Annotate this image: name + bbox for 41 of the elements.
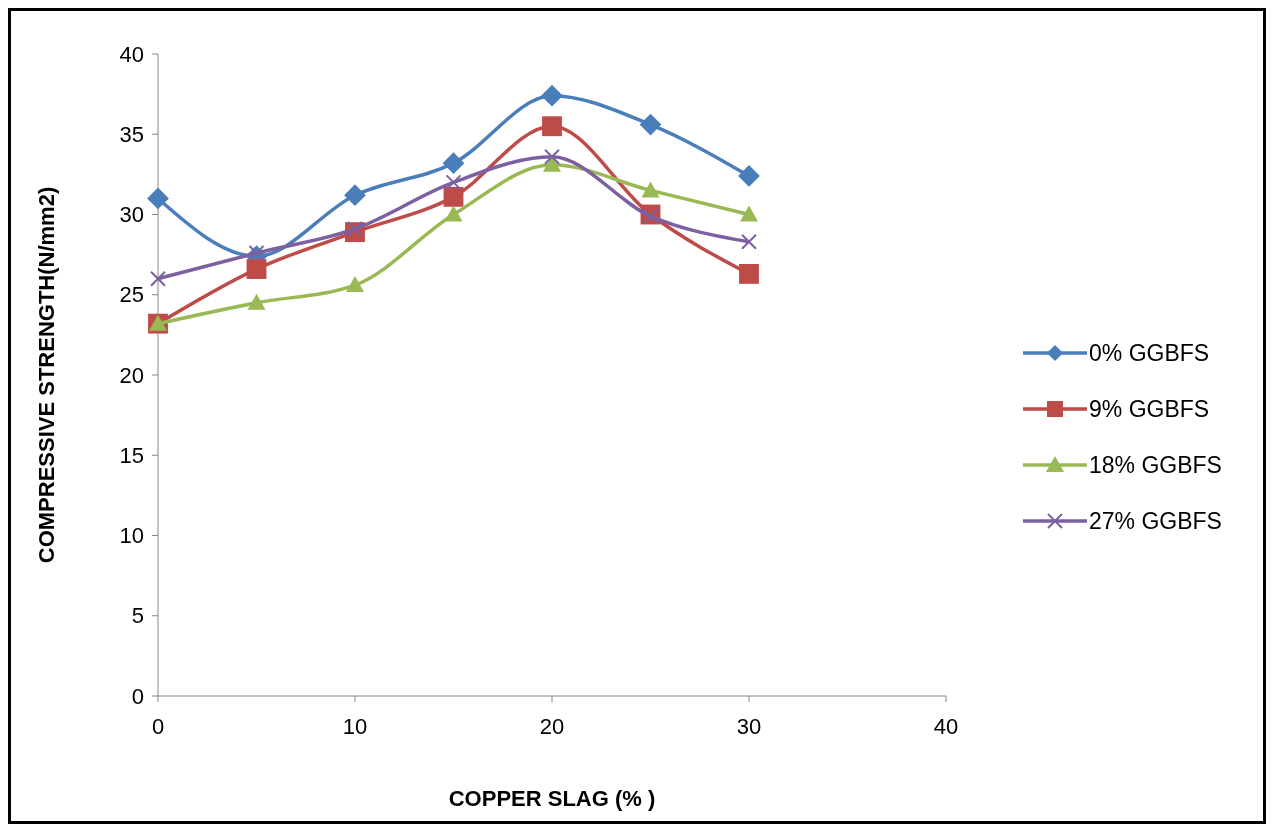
point — [639, 113, 662, 136]
y-tick-label: 20 — [119, 362, 144, 388]
legend-label: 9% GGBFS — [1089, 396, 1210, 423]
legend-label: 0% GGBFS — [1089, 340, 1210, 367]
point — [442, 152, 465, 175]
point — [541, 84, 563, 107]
point — [445, 174, 462, 191]
y-tick-label: 35 — [119, 121, 144, 147]
point — [542, 116, 562, 137]
y-tick-label: 10 — [119, 523, 144, 549]
x-tick-label: 0 — [151, 714, 165, 739]
legend-label: 18% GGBFS — [1089, 452, 1222, 479]
x-tick-label: 20 — [539, 714, 565, 739]
point — [740, 205, 758, 222]
point — [248, 245, 265, 262]
x-tick-label: 10 — [342, 714, 368, 739]
legend-label: 27% GGBFS — [1089, 508, 1222, 535]
y-tick-label: 15 — [119, 442, 144, 468]
point — [346, 276, 364, 293]
point — [741, 233, 757, 250]
point — [444, 205, 463, 222]
y-tick-label: 0 — [131, 683, 144, 709]
y-tick-label: 30 — [119, 202, 144, 228]
point — [641, 181, 660, 198]
point — [347, 220, 363, 237]
point — [147, 187, 169, 210]
point — [738, 165, 760, 187]
point — [443, 186, 464, 207]
y-tick-label: 40 — [119, 41, 144, 67]
point — [544, 148, 560, 165]
point — [150, 270, 166, 287]
point — [246, 259, 267, 279]
x-axis-title: COPPER SLAG (% ) — [448, 786, 656, 811]
y-tick-label: 5 — [131, 603, 144, 629]
y-axis-title: COMPRESSIVE STRENGTH(N/mm2) — [34, 186, 59, 564]
point — [739, 263, 759, 284]
point — [344, 184, 366, 207]
x-tick-label: 40 — [933, 714, 959, 739]
x-tick-label: 30 — [736, 714, 762, 739]
y-tick-label: 25 — [119, 282, 144, 308]
point — [247, 293, 266, 310]
